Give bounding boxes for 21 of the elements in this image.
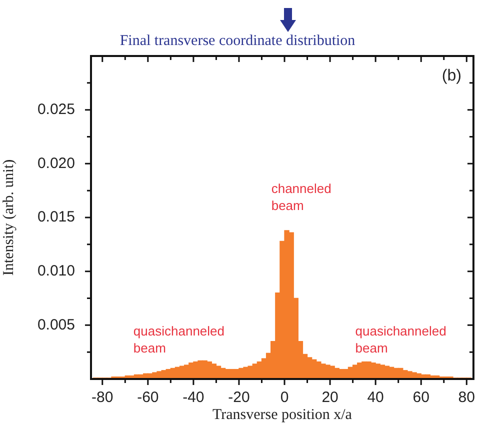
x-axis-title: Transverse position x/a (212, 406, 352, 423)
annotation: (b) (442, 67, 462, 84)
x-tick-label: 0 (280, 389, 289, 406)
x-tick-label: -20 (228, 389, 250, 406)
y-axis-title: Intensity (arb. unit) (0, 159, 17, 276)
y-tick-label: 0.015 (37, 208, 75, 226)
x-tick-label: -60 (137, 389, 159, 406)
x-tick-label: -40 (182, 389, 204, 406)
annotation: quasichanneled beam (133, 323, 225, 356)
annotation: quasichanneled beam (355, 323, 446, 356)
y-tick-label: 0.005 (37, 316, 75, 334)
y-tick-label: 0.020 (37, 154, 75, 172)
y-tick-label: 0.010 (37, 262, 75, 280)
x-tick-label: 60 (412, 389, 430, 406)
y-tick-label: 0.025 (37, 100, 75, 118)
x-tick-label: 80 (458, 389, 475, 406)
annotation: channeled beam (271, 181, 332, 214)
x-tick-label: -80 (92, 389, 114, 406)
x-tick-label: 40 (367, 389, 384, 406)
x-tick-label: 20 (322, 389, 338, 406)
chart-title: Final transverse coordinate distribution (120, 32, 356, 49)
